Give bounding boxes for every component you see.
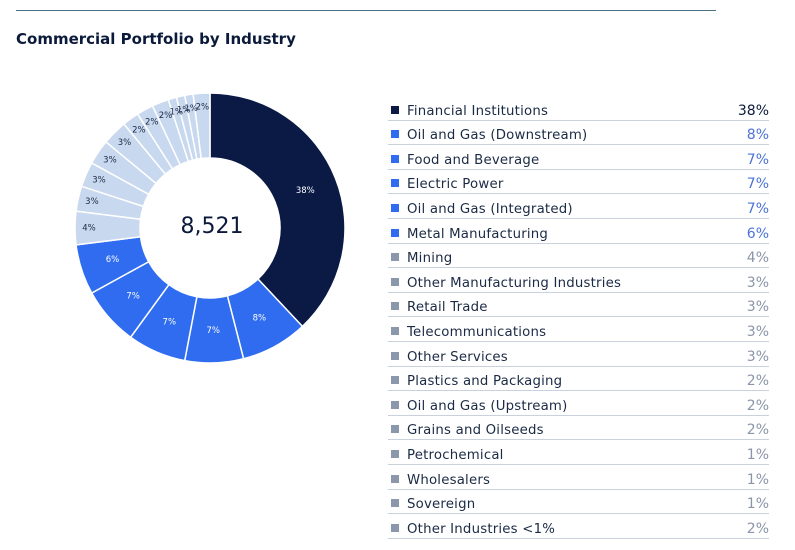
- chart-legend: Financial Institutions 38% Oil and Gas (Do…: [388, 96, 769, 539]
- legend-swatch: [391, 228, 399, 237]
- legend-percent: 3%: [746, 323, 769, 340]
- legend-item: Sovereign 1%: [388, 490, 769, 515]
- legend-swatch: [391, 376, 399, 385]
- donut-slice-label-11: 2%: [132, 126, 146, 136]
- legend-label: Sovereign: [407, 497, 476, 513]
- donut-center-total: 8,521: [181, 214, 244, 239]
- donut-slice-label-4: 7%: [126, 291, 140, 301]
- donut-slice-label-13: 2%: [159, 111, 173, 121]
- donut-slice-label-1: 8%: [253, 313, 267, 323]
- legend-item: Financial Institutions 38%: [388, 96, 769, 121]
- legend-percent: 2%: [746, 520, 769, 537]
- legend-percent: 8%: [746, 127, 769, 144]
- legend-percent: 1%: [746, 471, 769, 488]
- donut-slice-label-15: 1%: [177, 105, 191, 115]
- legend-percent: 3%: [746, 274, 769, 291]
- donut-slice-label-0: 38%: [296, 186, 315, 196]
- donut-slice-label-5: 6%: [106, 255, 120, 265]
- legend-percent: 2%: [746, 373, 769, 390]
- legend-item: Grains and Oilseeds 2%: [388, 416, 769, 441]
- legend-item: Plastics and Packaging 2%: [388, 367, 769, 392]
- legend-label: Wholesalers: [407, 472, 491, 488]
- legend-label: Other Industries <1%: [407, 521, 556, 537]
- legend-swatch: [391, 474, 399, 483]
- legend-swatch: [391, 425, 399, 434]
- legend-label: Plastics and Packaging: [407, 374, 563, 390]
- legend-item: Mining 4%: [388, 244, 769, 269]
- legend-percent: 7%: [746, 176, 769, 193]
- legend-label: Grains and Oilseeds: [407, 423, 544, 439]
- legend-swatch: [391, 326, 399, 335]
- legend-item: Oil and Gas (Integrated) 7%: [388, 194, 769, 219]
- legend-item: Electric Power 7%: [388, 170, 769, 195]
- legend-percent: 1%: [746, 496, 769, 513]
- legend-label: Petrochemical: [407, 447, 504, 463]
- legend-swatch: [391, 351, 399, 360]
- donut-slice-label-2: 7%: [206, 326, 220, 336]
- donut-slice-label-10: 3%: [118, 138, 132, 148]
- donut-slice-0: [209, 92, 346, 328]
- legend-percent: 7%: [746, 151, 769, 168]
- donut-slice-label-7: 3%: [85, 197, 99, 207]
- legend-item: Oil and Gas (Downstream) 8%: [388, 121, 769, 146]
- legend-label: Mining: [407, 251, 453, 267]
- donut-slice-label-8: 3%: [92, 175, 106, 185]
- legend-label: Retail Trade: [407, 300, 488, 316]
- legend-swatch: [391, 400, 399, 409]
- legend-percent: 6%: [746, 225, 769, 242]
- legend-item: Metal Manufacturing 6%: [388, 219, 769, 244]
- legend-percent: 3%: [746, 299, 769, 316]
- donut-slice-17: [192, 92, 211, 160]
- legend-label: Other Services: [407, 349, 508, 365]
- legend-label: Electric Power: [407, 177, 504, 193]
- chart-title: Commercial Portfolio by Industry: [16, 30, 296, 48]
- legend-swatch: [391, 203, 399, 212]
- legend-percent: 3%: [746, 348, 769, 365]
- legend-percent: 2%: [746, 397, 769, 414]
- donut-slice-label-16: 1%: [184, 104, 198, 114]
- donut-slice-label-6: 4%: [82, 224, 96, 234]
- legend-item: Food and Beverage 7%: [388, 145, 769, 170]
- legend-label: Financial Institutions: [407, 103, 549, 119]
- legend-percent: 1%: [746, 446, 769, 463]
- legend-label: Metal Manufacturing: [407, 226, 549, 242]
- top-divider: [16, 10, 716, 11]
- legend-percent: 2%: [746, 422, 769, 439]
- legend-item: Wholesalers 1%: [388, 465, 769, 490]
- legend-swatch: [391, 523, 399, 532]
- legend-swatch: [391, 302, 399, 311]
- legend-label: Telecommunications: [407, 324, 547, 340]
- legend-item: Retail Trade 3%: [388, 293, 769, 318]
- legend-item: Other Manufacturing Industries 3%: [388, 268, 769, 293]
- legend-label: Food and Beverage: [407, 152, 540, 168]
- legend-item: Petrochemical 1%: [388, 440, 769, 465]
- legend-label: Other Manufacturing Industries: [407, 275, 622, 291]
- legend-label: Oil and Gas (Integrated): [407, 201, 573, 217]
- legend-item: Other Services 3%: [388, 342, 769, 367]
- legend-item: Telecommunications 3%: [388, 317, 769, 342]
- donut-slice-label-3: 7%: [163, 318, 177, 328]
- donut-chart: 38%8%7%7%7%6%4%3%3%3%3%2%2%2%1%1%1%2% 8,…: [74, 92, 346, 364]
- legend-swatch: [391, 253, 399, 262]
- legend-percent: 7%: [746, 200, 769, 217]
- legend-swatch: [391, 130, 399, 139]
- legend-swatch: [391, 277, 399, 286]
- donut-slice-label-14: 1%: [169, 107, 183, 117]
- legend-item: Oil and Gas (Upstream) 2%: [388, 391, 769, 416]
- donut-slice-label-12: 2%: [145, 117, 159, 127]
- donut-slice-label-9: 3%: [103, 155, 117, 165]
- legend-label: Oil and Gas (Downstream): [407, 128, 588, 144]
- legend-swatch: [391, 179, 399, 188]
- legend-item: Other Industries <1% 2%: [388, 514, 769, 539]
- legend-label: Oil and Gas (Upstream): [407, 398, 568, 414]
- legend-swatch: [391, 154, 399, 163]
- legend-swatch: [391, 449, 399, 458]
- legend-percent: 38%: [737, 102, 769, 119]
- legend-swatch: [391, 105, 399, 114]
- legend-percent: 4%: [746, 250, 769, 267]
- donut-slice-label-17: 2%: [196, 103, 210, 113]
- legend-swatch: [391, 499, 399, 508]
